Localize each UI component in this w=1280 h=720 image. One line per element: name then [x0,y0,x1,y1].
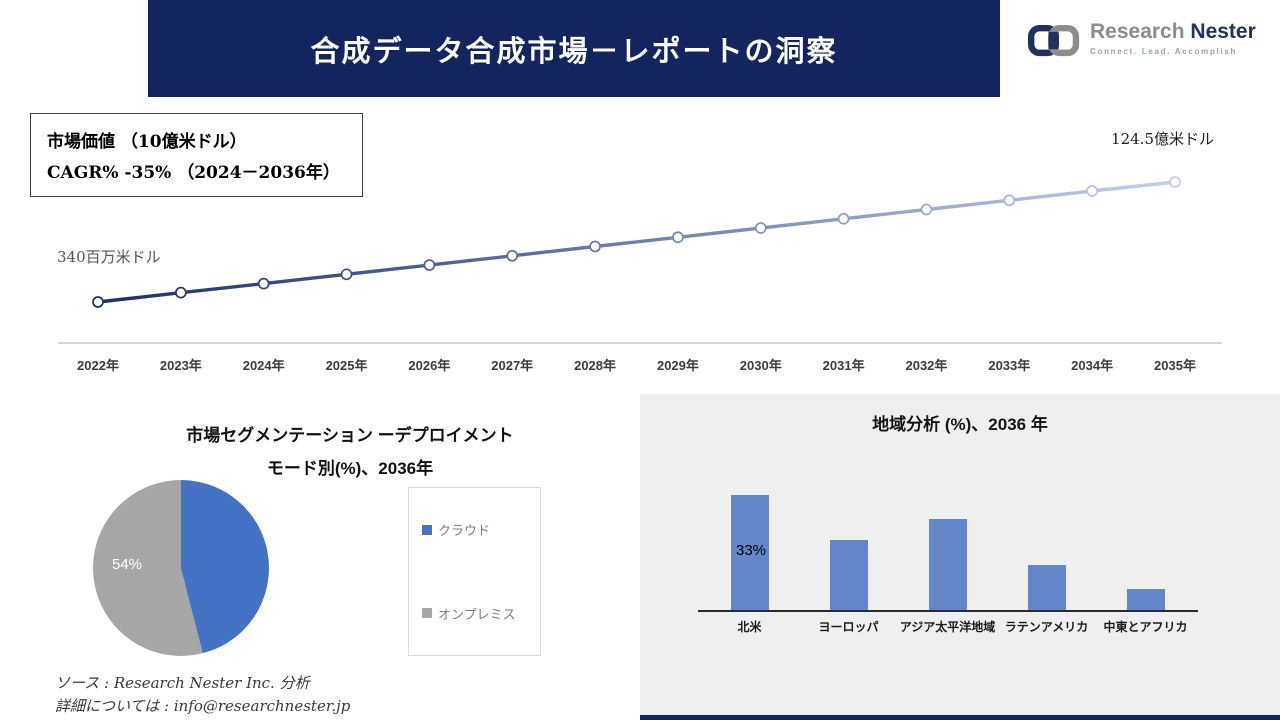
year-label: 2023年 [159,358,202,373]
legend-item: オンプレミス [422,604,540,623]
logo-brand-research: Research [1090,20,1185,43]
legend-label: クラウド [438,523,491,539]
bar-中東とアフリカ [1126,589,1165,610]
pie-chart [93,480,269,656]
legend-label: オンプレミス [438,606,516,622]
year-label: 2026年 [408,358,451,373]
bar-chart-title: 地域分析 (%)、2036 年 [872,415,1048,434]
chain-link-logo-icon [1027,25,1080,57]
legend-swatch [422,608,432,619]
year-label: 2029年 [656,358,699,373]
line-marker [506,249,519,262]
year-label: 2027年 [491,358,534,373]
bar-category-label: ヨーロッパ [818,620,879,634]
bar-category-label: 中東とアフリカ [1103,620,1188,634]
bottom-accent-strip [640,715,1280,720]
line-start-value-label: 340百万米ドル [57,248,161,266]
pie-chart-title: 市場セグメンテーション ーデプロイメント モード別(%)、2036年 [95,419,605,485]
line-chart-axis [58,342,1222,344]
market-value-info-box: 市場価値 （10億米ドル） CAGR% -35% （2024－2036年） [30,113,363,197]
logo-text: Research Nester Connect. Lead. Accomplis… [1090,20,1256,56]
year-label: 2035年 [1154,358,1196,373]
bar-ヨーロッパ [829,540,868,610]
research-nester-logo: Research Nester Connect. Lead. Accomplis… [1026,20,1256,62]
year-label: 2024年 [242,358,285,373]
pie-legend: クラウドオンプレミス [408,487,541,656]
line-series [97,180,1176,304]
line-marker [257,277,270,290]
line-marker [174,286,187,299]
year-label: 2025年 [325,358,368,373]
line-marker [423,259,436,271]
bar-category-label: 北米 [737,620,762,634]
logo-brand: Research Nester [1090,20,1256,44]
line-marker [920,203,933,216]
line-marker [1003,194,1016,207]
line-marker [92,296,104,308]
year-label: 2032年 [905,358,948,373]
cagr-line: CAGR% -35% （2024－2036年） [47,163,340,183]
region-analysis-panel: 地域分析 (%)、2036 年 北米 ヨーロッパ アジア太平洋地域 ラテンアメリカ 中東… [640,394,1280,720]
bar-chart-category-labels: 北米 ヨーロッパ アジア太平洋地域 ラテンアメリカ 中東とアフリカ [700,618,1195,635]
logo-tagline: Connect. Lead. Accomplish [1090,47,1238,56]
pie-title-line1: 市場セグメンテーション ーデプロイメント [186,426,514,445]
line-end-value-label: 124.5億米ドル [1111,130,1214,148]
market-value-line: 市場価値 （10億米ドル） [47,132,247,152]
line-marker [837,212,850,225]
line-marker [589,240,601,253]
source-note: ソース : Research Nester Inc. 分析 詳細については : … [55,672,350,718]
pie-slice-data-label: 54% [112,556,143,573]
bar-chart-axis [698,610,1198,612]
pie-title-line2: モード別(%)、2036年 [266,459,434,478]
logo-brand-nester: Nester [1190,20,1256,43]
year-label: 2030年 [739,358,782,373]
year-label: 2031年 [822,358,865,373]
bar-ラテンアメリカ [1027,564,1066,610]
report-title: 合成データ合成市場－レポートの洞察 [310,33,838,68]
line-marker [340,268,353,281]
line-marker [672,231,684,244]
legend-item: クラウド [422,520,540,539]
year-label: 2028年 [574,358,617,373]
bar-chart-bars [700,450,1195,610]
year-label: 2033年 [988,358,1031,373]
year-label: 2034年 [1071,358,1114,373]
line-marker [1169,176,1181,188]
bar-北米 [730,494,769,610]
line-marker [1086,185,1099,197]
bar-アジア太平洋地域 [928,519,967,610]
line-chart-year-labels: 2022年 2023年 2024年 2025年 2026年 2027年 2028年 2029年… [0,355,1280,375]
report-title-banner: 合成データ合成市場－レポートの洞察 [148,0,1000,97]
legend-swatch [422,524,432,535]
source-line: ソース : Research Nester Inc. 分析 [55,674,310,692]
bar-category-label: アジア太平洋地域 [899,620,996,634]
bar-data-label: 33% [735,542,767,559]
year-label: 2022年 [77,358,119,373]
details-line: 詳細については : info@researchnester.jp [55,697,351,715]
bar-category-label: ラテンアメリカ [1004,620,1089,634]
line-marker [754,222,767,234]
